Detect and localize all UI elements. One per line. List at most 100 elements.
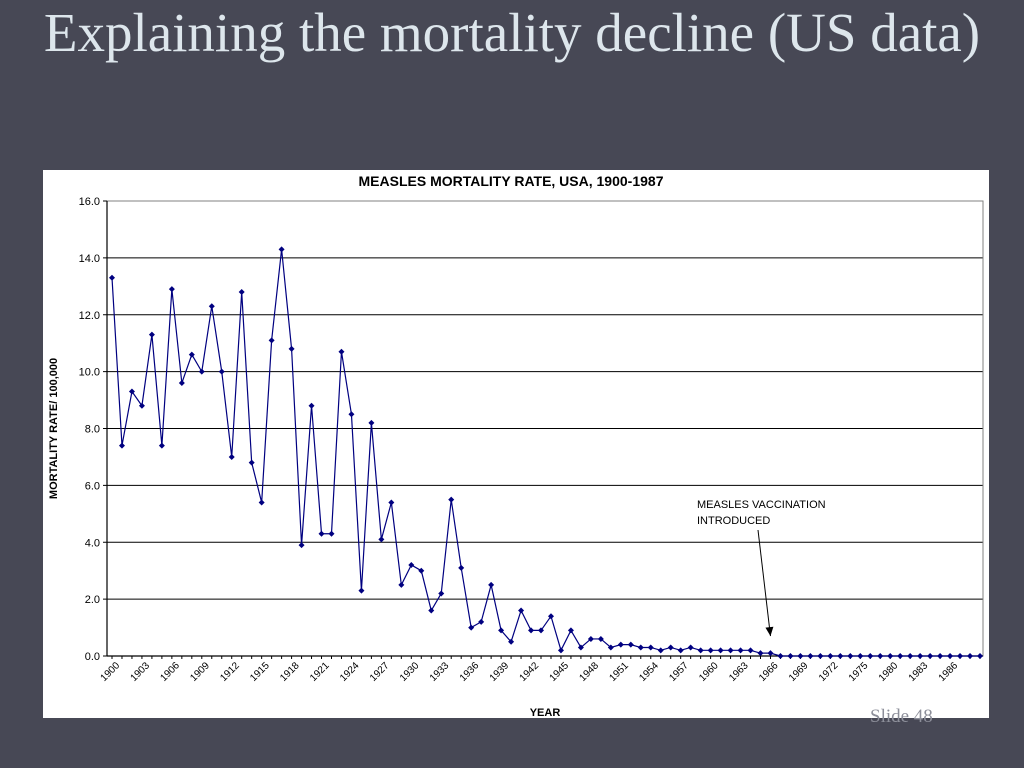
data-point	[478, 618, 485, 625]
y-axis-label: MORTALITY RATE/ 100,000	[48, 358, 60, 499]
x-tick-label: 1975	[847, 660, 871, 684]
data-point	[707, 647, 714, 654]
data-point	[817, 653, 824, 659]
slide-number: Slide 48	[870, 706, 933, 727]
x-tick-label: 1933	[428, 660, 452, 684]
data-point	[577, 644, 584, 651]
data-point	[258, 499, 265, 506]
data-point	[318, 530, 325, 537]
data-point	[857, 653, 864, 659]
y-tick-label: 6.0	[85, 480, 100, 492]
data-point	[498, 627, 505, 634]
y-tick-label: 12.0	[79, 310, 100, 322]
data-point	[737, 647, 744, 654]
data-point	[657, 647, 664, 654]
data-point	[837, 653, 844, 659]
gridlines	[107, 200, 983, 600]
data-point	[717, 647, 724, 654]
data-point	[727, 647, 734, 654]
x-tick-label: 1983	[907, 660, 931, 684]
data-point	[597, 635, 604, 642]
data-point	[248, 459, 255, 466]
data-point	[168, 286, 175, 293]
series-markers	[109, 246, 983, 659]
x-tick-label: 1918	[278, 660, 302, 684]
data-point	[408, 562, 415, 568]
data-point	[977, 653, 983, 659]
data-point	[797, 653, 804, 659]
x-tick-label: 1915	[248, 660, 272, 684]
data-point	[917, 653, 924, 659]
data-point	[488, 581, 495, 588]
data-point	[667, 644, 674, 651]
data-point	[128, 388, 135, 395]
x-tick-label: 1972	[817, 660, 841, 684]
data-point	[358, 587, 365, 594]
data-point	[677, 647, 684, 654]
data-point	[228, 453, 235, 460]
data-point	[827, 653, 834, 659]
data-point	[338, 348, 345, 355]
data-point	[847, 653, 854, 659]
data-point	[518, 607, 525, 614]
x-axis: 1900 1903 1906 1909 1912 1915 1918 1921 1924 1927…	[99, 656, 981, 684]
data-point	[118, 442, 125, 449]
x-tick-label: 1980	[877, 660, 901, 684]
data-point	[298, 542, 305, 549]
x-tick-label: 1921	[308, 660, 332, 684]
x-tick-label: 1936	[458, 660, 482, 684]
data-point	[468, 624, 475, 631]
data-point	[148, 331, 155, 338]
data-point	[178, 380, 185, 386]
data-point	[877, 653, 884, 659]
data-point	[747, 647, 754, 654]
annotation-label-line2: INTRODUCED	[697, 515, 770, 527]
data-point	[697, 647, 704, 654]
data-point	[398, 581, 405, 588]
x-tick-label: 1948	[578, 660, 602, 684]
x-tick-label: 1903	[129, 660, 153, 684]
x-tick-label: 1957	[667, 660, 691, 684]
series-line	[111, 249, 980, 657]
y-tick-label: 8.0	[85, 424, 100, 436]
x-tick-label: 1954	[637, 660, 661, 684]
y-tick-label: 0.0	[85, 651, 100, 663]
data-point	[547, 613, 554, 620]
slide-title: Explaining the mortality decline (US dat…	[43, 2, 981, 63]
y-axis: 0.0 2.0 4.0 6.0 8.0 10.0 12.0 14.0 16.0	[79, 196, 983, 663]
data-point	[947, 653, 954, 659]
annotation-label-line1: MEASLES VACCINATION	[697, 499, 826, 511]
data-point	[109, 274, 115, 281]
x-tick-label: 1986	[937, 660, 961, 684]
data-point	[448, 496, 455, 503]
data-point	[587, 635, 594, 642]
data-point	[378, 536, 385, 543]
data-point	[288, 345, 295, 352]
x-tick-label: 1963	[727, 660, 751, 684]
data-point	[348, 411, 355, 418]
data-point	[508, 638, 515, 645]
data-point	[418, 567, 425, 574]
data-point	[937, 653, 944, 659]
data-point	[687, 644, 694, 651]
data-point	[767, 650, 774, 657]
data-point	[158, 442, 165, 449]
chart-title: MEASLES MORTALITY RATE, USA, 1900-1987	[359, 173, 664, 189]
data-point	[807, 653, 814, 659]
data-point	[757, 650, 764, 657]
data-point	[278, 246, 285, 253]
x-tick-label: 1966	[757, 660, 781, 684]
data-point	[867, 653, 874, 659]
x-tick-label: 1912	[218, 660, 242, 684]
data-point	[957, 653, 964, 659]
data-point	[208, 303, 215, 310]
data-point	[557, 647, 564, 654]
x-tick-label: 1924	[338, 660, 362, 684]
data-point	[138, 402, 145, 409]
measles-chart: MEASLES MORTALITY RATE, USA, 1900-1987 0…	[48, 173, 984, 719]
x-tick-label: 1927	[368, 660, 392, 684]
y-tick-label: 16.0	[79, 196, 100, 208]
data-point	[528, 627, 535, 634]
data-point	[607, 644, 614, 651]
data-point	[627, 641, 634, 648]
